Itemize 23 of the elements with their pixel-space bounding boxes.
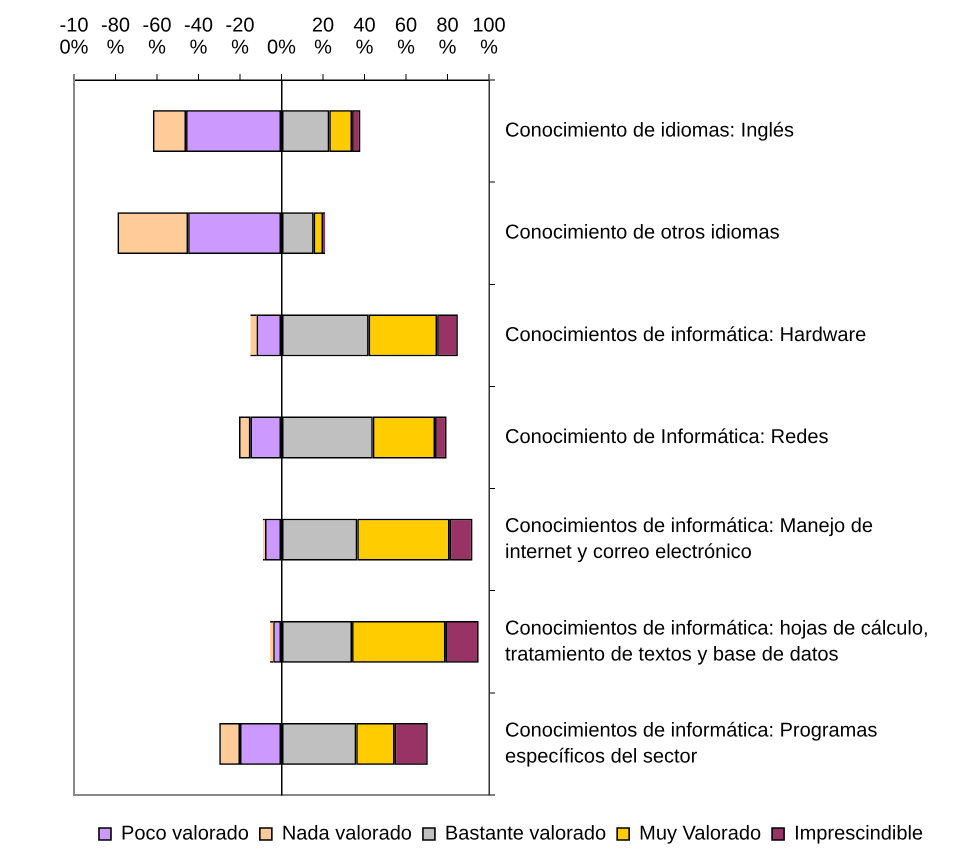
x-tick-label: 20% [312,14,334,59]
x-tick-label: -80% [101,14,130,59]
x-tick-label: -60% [142,14,172,59]
y-tick-label: Conocimientos de informática: hojas de cálculo, tratamiento de textos y base de datos [505,617,929,666]
y-tick-label: Conocimiento de otros idiomas [505,222,780,244]
y-tick-label: Conocimientos de informática: Manejo de internet y correo electrónico [505,515,873,564]
x-tick-label: 80% [436,14,459,59]
y-tick-label: Conocimientos de informática: Hardware [505,324,866,346]
x-tick-label: 60% [394,14,418,59]
x-tick-label: 100% [472,14,506,59]
x-tick-label: -100% [60,14,89,59]
legend-label: Poco valorado [120,822,249,845]
y-tick-label: Conocimientos de informática: Programas específicos del sector [505,719,878,768]
legend-label: Nada valorado [282,822,412,845]
y-tick-label: Conocimiento de idiomas: Inglés [505,120,794,142]
x-tick-label: -40% [184,14,213,59]
x-tick-label: 40% [353,14,376,59]
legend-label: Bastante valorado [444,822,606,845]
x-tick-label: 0% [267,36,296,59]
legend-label: Imprescindible [794,822,924,845]
x-tick-label: -20% [226,14,254,59]
y-tick-label: Conocimiento de Informática: Redes [505,426,828,448]
legend-label: Muy Valorado [639,822,762,845]
